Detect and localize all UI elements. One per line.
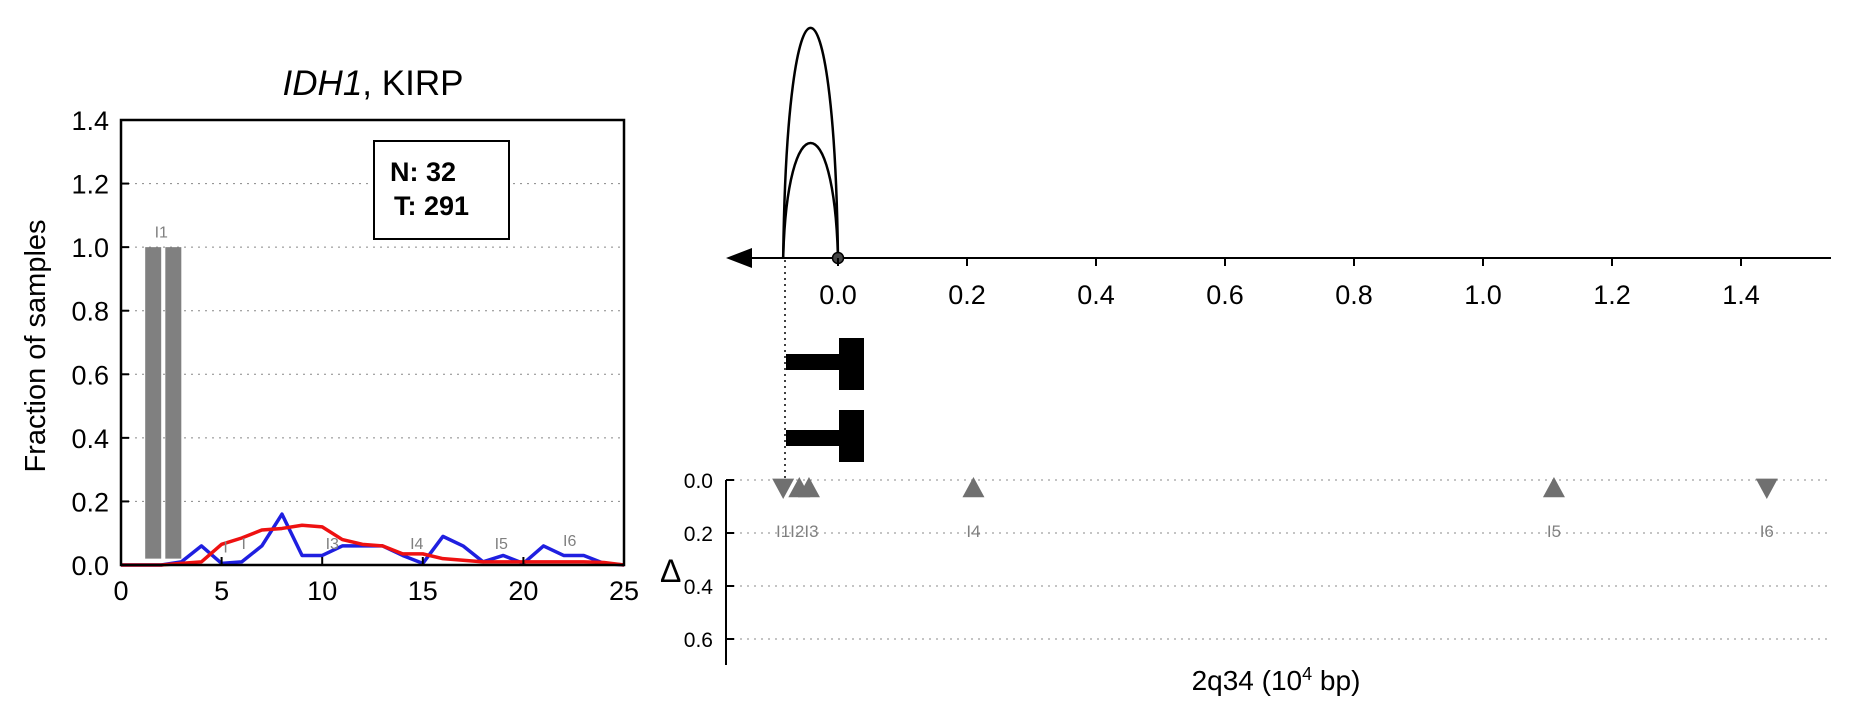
left-plot-frame	[119, 118, 626, 567]
right-xtick-label: 0.2	[948, 280, 986, 310]
legend-n: N: 32	[390, 157, 456, 187]
right-ytick-label: 0.6	[684, 629, 713, 652]
left-feature-label: I	[242, 536, 246, 553]
left-feature-labels: I1 I I I3 I4 I5 I6	[155, 225, 577, 557]
left-ytick-label: 1.2	[71, 170, 109, 200]
left-bars	[145, 247, 182, 559]
left-ylabel: Fraction of samples	[20, 219, 52, 472]
feature-marker	[772, 478, 795, 499]
left-feature-label: I3	[326, 536, 339, 553]
right-ytick-label: 0.4	[684, 576, 714, 599]
right-xticks: 0.0 0.2 0.4 0.6 0.8 1.0 1.2 1.4	[819, 258, 1760, 310]
legend-t: T: 291	[394, 191, 469, 221]
feature-marker-label: I5	[1547, 522, 1561, 541]
left-title-gene: IDH1	[283, 64, 363, 103]
legend-box: N: 32 T: 291	[373, 140, 510, 240]
right-ytick-label: 0.0	[684, 470, 713, 493]
left-feature-label: I4	[410, 536, 423, 553]
right-xtick-label: 1.4	[1722, 280, 1760, 310]
structure-panel: 0.0 0.2 0.4 0.6 0.8 1.0 1.2 1.4 0.0 0.2 0.4 0.6 I4…	[660, 26, 1831, 696]
left-series-line	[121, 512, 625, 567]
left-ytick-label: 1.0	[71, 233, 109, 263]
left-title-rest: , KIRP	[362, 64, 463, 103]
interaction-arc	[781, 26, 840, 259]
left-xtick-label: 25	[609, 576, 639, 606]
feature-marker	[962, 476, 985, 498]
right-yticks: 0.0 0.2 0.4 0.6	[684, 470, 734, 652]
left-xtick-label: 0	[113, 576, 128, 606]
right-xtick-label: 1.2	[1593, 280, 1631, 310]
left-feature-label: I	[223, 539, 227, 556]
right-xlabel-pre: 2q34 (10	[1192, 665, 1303, 696]
left-gridlines	[121, 119, 624, 502]
left-xticks: 0 5 10 15 20 25	[113, 557, 639, 606]
right-gridlines	[726, 479, 1831, 640]
left-ytick-label: 0.8	[71, 297, 109, 327]
fraction-panel: IDH1, KIRP Fraction of samples I1I I I3 I4 I…	[20, 64, 639, 606]
left-feature-label: I5	[495, 536, 508, 553]
arcs	[781, 26, 840, 259]
left-ytick-label: 0.4	[71, 424, 109, 454]
delta-label: Δ	[660, 553, 681, 589]
right-ytick-label: 0.2	[684, 523, 713, 546]
right-xtick-label: 0.8	[1335, 280, 1373, 310]
left-feature-label: I1	[155, 225, 168, 242]
left-feature-label: I6	[563, 533, 576, 550]
left-bar	[165, 247, 182, 559]
left-xtick-label: 10	[307, 576, 337, 606]
feature-marker-label: I6	[1760, 522, 1774, 541]
left-xtick-label: 15	[408, 576, 438, 606]
right-xlabel-post: bp)	[1312, 665, 1360, 696]
left-lines	[121, 512, 625, 567]
left-yticks: 0.0 0.2 0.4 0.6 0.8 1.0 1.2 1.4	[71, 106, 129, 581]
right-xtick-label: 0.6	[1206, 280, 1244, 310]
right-xlabel-sup: 4	[1302, 664, 1312, 684]
feature-marker-label: I4	[966, 522, 980, 541]
left-ytick-label: 0.6	[71, 360, 109, 390]
left-ytick-label: 0.2	[71, 487, 109, 517]
t-glyph-lower	[786, 410, 864, 462]
left-ytick-label: 0.0	[71, 551, 109, 581]
right-xtick-label: 0.0	[819, 280, 857, 310]
left-bar	[145, 247, 162, 559]
t-glyph-upper	[786, 338, 864, 390]
feature-marker	[797, 476, 820, 498]
left-xtick-label: 20	[508, 576, 538, 606]
feature-marker	[1542, 476, 1565, 498]
interaction-arc	[781, 142, 840, 259]
left-ytick-label: 1.4	[71, 106, 109, 136]
left-xtick-label: 5	[214, 576, 229, 606]
feature-markers: I4 I5 I6	[772, 476, 1778, 541]
right-xtick-label: 0.4	[1077, 280, 1115, 310]
left-arrow-icon	[726, 248, 752, 268]
feature-marker	[1755, 478, 1778, 499]
right-xtick-label: 1.0	[1464, 280, 1502, 310]
left-series-line	[121, 523, 625, 567]
right-xlabel: 2q34 (104 bp)	[1192, 664, 1361, 696]
left-title: IDH1, KIRP	[283, 64, 464, 103]
marker-labels-cluster: I1I2I3	[776, 522, 819, 541]
